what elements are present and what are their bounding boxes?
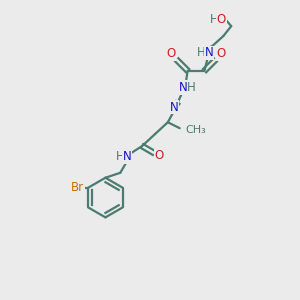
Text: O: O [166, 47, 176, 60]
Text: H: H [197, 46, 206, 59]
Text: O: O [154, 149, 164, 162]
Text: O: O [217, 47, 226, 60]
Text: N: N [123, 150, 132, 164]
Text: Br: Br [71, 181, 84, 194]
Text: H: H [187, 81, 196, 94]
Text: CH₃: CH₃ [186, 125, 206, 135]
Text: N: N [179, 81, 188, 94]
Text: O: O [217, 13, 226, 26]
Text: N: N [169, 101, 178, 114]
Text: H: H [210, 13, 219, 26]
Text: N: N [205, 46, 214, 59]
Text: H: H [116, 150, 125, 164]
